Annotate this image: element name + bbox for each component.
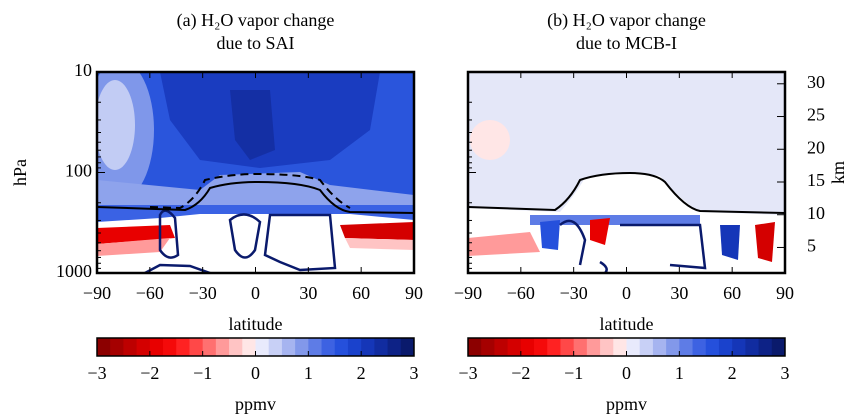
colorbar-segment (573, 338, 588, 356)
colorbar-segment (692, 338, 707, 356)
colorbar-segment (110, 338, 124, 356)
colorbar-segment (295, 338, 309, 356)
colorbar-segment (374, 338, 389, 356)
colorbar-tick-label: 1 (675, 363, 684, 383)
y-axis-label: hPa (10, 159, 30, 186)
y2-axis-label: km (828, 161, 847, 184)
colorbar-label: ppmv (606, 394, 647, 414)
colorbar-segment (705, 338, 720, 356)
colorbar-segment (268, 338, 283, 356)
colorbar-segment (534, 338, 548, 356)
y2-tick-label: 30 (807, 72, 825, 92)
x-tick-label: 60 (723, 283, 741, 303)
colorbar-label: ppmv (235, 394, 276, 414)
colorbar-segment (334, 338, 349, 356)
colorbar-tick-label: 1 (304, 363, 313, 383)
y-tick-label: 100 (65, 161, 92, 181)
y-tick-label: 1000 (56, 261, 92, 281)
colorbar-segment (639, 338, 654, 356)
colorbar-segment (123, 338, 138, 356)
colorbar-segment (242, 338, 256, 356)
x-tick-label: 90 (776, 283, 794, 303)
x-tick-label: 30 (299, 283, 317, 303)
x-tick-label: 90 (405, 283, 423, 303)
panel-title: (a) H₂O vapor change (177, 10, 335, 31)
colorbar-segment (613, 338, 627, 356)
y2-tick-label: 10 (807, 203, 825, 223)
colorbar-segment (626, 338, 641, 356)
panel-title: (b) H₂O vapor change (547, 10, 706, 31)
x-tick-label: −30 (189, 283, 217, 303)
x-tick-label: 0 (622, 283, 631, 303)
colorbar-tick-label: 0 (622, 363, 631, 383)
colorbar-tick-label: −1 (564, 363, 583, 383)
colorbar-segment (718, 338, 733, 356)
colorbar-segment (468, 338, 482, 356)
x-tick-label: −60 (136, 283, 164, 303)
colorbar-segment (732, 338, 746, 356)
x-axis-label: latitude (229, 314, 283, 334)
colorbar-segment (202, 338, 217, 356)
field-b (468, 72, 785, 273)
y-tick-label: 10 (74, 60, 92, 80)
x-tick-label: 0 (251, 283, 260, 303)
colorbar-segment (666, 338, 680, 356)
colorbar-segment (281, 338, 296, 356)
colorbar-segment (149, 338, 164, 356)
y2-tick-label: 5 (807, 236, 816, 256)
colorbar-segment (547, 338, 561, 356)
colorbar-segment (771, 338, 786, 356)
colorbar-tick-label: 2 (357, 363, 366, 383)
colorbar-segment (308, 338, 323, 356)
colorbar-segment (136, 338, 151, 356)
x-tick-label: −30 (560, 283, 588, 303)
colorbar-segment (745, 338, 760, 356)
colorbar-tick-label: 3 (781, 363, 790, 383)
colorbar-segment (321, 338, 336, 356)
field-a (97, 72, 414, 273)
colorbar-segment (586, 338, 601, 356)
colorbar-tick-label: −3 (87, 363, 106, 383)
colorbar-tick-label: −1 (193, 363, 212, 383)
x-tick-label: −60 (507, 283, 535, 303)
colorbar-segment (176, 338, 190, 356)
colorbar-segment (400, 338, 415, 356)
panel-title: due to MCB-I (576, 33, 677, 53)
colorbar-segment (163, 338, 177, 356)
colorbar-segment (229, 338, 243, 356)
colorbar-segment (361, 338, 375, 356)
colorbar-segment (215, 338, 230, 356)
x-axis-label: latitude (600, 314, 654, 334)
colorbar-tick-label: −2 (140, 363, 159, 383)
colorbar-tick-label: −3 (458, 363, 477, 383)
x-tick-label: 60 (352, 283, 370, 303)
colorbar-tick-label: 3 (410, 363, 419, 383)
colorbar-tick-label: −2 (511, 363, 530, 383)
colorbar-segment (679, 338, 694, 356)
colorbar-segment (758, 338, 773, 356)
panel-title: due to SAI (217, 33, 295, 53)
colorbar-segment (600, 338, 614, 356)
y2-tick-label: 20 (807, 137, 825, 157)
colorbar-tick-label: 0 (251, 363, 260, 383)
x-tick-label: −90 (83, 283, 111, 303)
y2-tick-label: 25 (807, 105, 825, 125)
colorbar-segment (255, 338, 270, 356)
colorbar-segment (494, 338, 509, 356)
colorbar-segment (560, 338, 575, 356)
colorbar-segment (189, 338, 204, 356)
colorbar-segment (481, 338, 495, 356)
x-tick-label: −90 (454, 283, 482, 303)
x-tick-label: 30 (670, 283, 688, 303)
colorbar-segment (520, 338, 535, 356)
y2-tick-label: 15 (807, 170, 825, 190)
colorbar-segment (97, 338, 111, 356)
colorbar-tick-label: 2 (728, 363, 737, 383)
colorbar-segment (387, 338, 402, 356)
colorbar-segment (652, 338, 667, 356)
colorbar-segment (507, 338, 522, 356)
colorbar-segment (347, 338, 362, 356)
